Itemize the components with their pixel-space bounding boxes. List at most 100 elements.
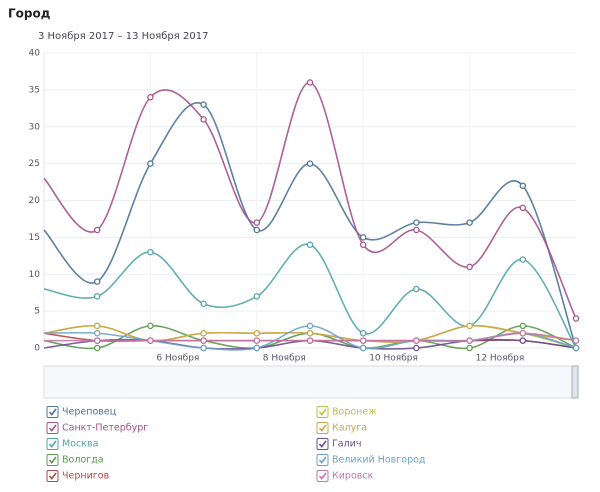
data-point: [306, 79, 314, 86]
data-point: [306, 322, 314, 330]
data-point: [253, 344, 261, 352]
data-point: [93, 226, 101, 234]
y-tick-label: 35: [29, 85, 40, 95]
data-point: [93, 293, 101, 300]
data-point: [306, 329, 314, 337]
y-tick-label: 10: [29, 270, 41, 280]
data-point: [519, 182, 527, 189]
data-point: [413, 285, 420, 293]
legend-item[interactable]: Калуга: [316, 422, 367, 434]
x-tick-label: 12 Ноября: [476, 354, 525, 364]
data-point: [200, 337, 207, 344]
legend-check: [318, 408, 327, 416]
x-tick-label: 8 Ноября: [263, 354, 306, 364]
data-point: [253, 337, 261, 344]
legend-item[interactable]: Череповец: [46, 406, 117, 418]
data-point: [253, 226, 261, 234]
legend-checkbox: [316, 470, 329, 482]
data-point: [200, 116, 207, 123]
legend-checkbox: [46, 406, 59, 418]
data-point: [359, 329, 367, 337]
y-tick-label: 20: [29, 196, 41, 206]
legend-check: [48, 472, 57, 480]
legend-item[interactable]: Галич: [316, 438, 361, 450]
data-point: [147, 322, 154, 330]
data-point: [253, 293, 261, 300]
data-point: [519, 204, 527, 212]
data-point: [466, 263, 473, 271]
data-point: [306, 241, 314, 248]
y-tick-label: 40: [29, 49, 41, 59]
chart-subtitle: 3 Ноября 2017 – 13 Ноября 2017: [38, 31, 208, 42]
data-point: [93, 322, 101, 330]
data-point: [359, 337, 367, 344]
legend-check: [48, 408, 57, 416]
chart-title: Город: [8, 7, 51, 21]
data-point: [147, 94, 154, 101]
data-point: [93, 278, 101, 285]
data-point: [466, 337, 473, 344]
data-point: [466, 219, 473, 226]
data-point: [253, 329, 261, 337]
legend-checkbox: [316, 454, 329, 466]
data-point: [572, 315, 580, 322]
legend-check: [318, 440, 327, 448]
data-point: [93, 337, 101, 344]
data-point: [147, 248, 154, 256]
legend-check: [318, 472, 327, 480]
legend-item[interactable]: Кировск: [316, 470, 374, 482]
data-point: [306, 337, 314, 344]
data-point: [572, 344, 580, 352]
legend-label: Кировск: [332, 471, 374, 482]
y-tick-label: 0: [34, 344, 40, 354]
legend-label: Москва: [62, 439, 98, 450]
data-point: [572, 337, 580, 344]
data-point: [519, 256, 527, 263]
data-point: [466, 322, 473, 330]
y-tick-label: 25: [29, 159, 40, 169]
legend-item[interactable]: Воронеж: [316, 406, 377, 418]
legend-item[interactable]: Чернигов: [46, 470, 110, 482]
legend-check: [318, 424, 327, 432]
legend-checkbox: [316, 406, 329, 418]
data-point: [413, 344, 420, 352]
legend-checkbox: [46, 438, 59, 450]
legend-check: [48, 440, 57, 448]
data-point: [306, 160, 314, 167]
legend-label: Череповец: [62, 407, 117, 418]
data-point: [519, 337, 527, 344]
legend-item[interactable]: Великий Новгород: [316, 454, 426, 466]
legend-item[interactable]: Вологда: [46, 454, 104, 466]
legend-label: Вологда: [62, 455, 104, 466]
data-point: [413, 219, 420, 226]
data-point: [413, 337, 420, 344]
data-point: [93, 329, 101, 337]
data-point: [200, 329, 207, 337]
legend-checkbox: [46, 454, 59, 466]
legend-check: [48, 424, 57, 432]
y-tick-label: 30: [29, 122, 41, 132]
legend-checkbox: [316, 438, 329, 450]
legend-item[interactable]: Санкт-Петербург: [46, 422, 148, 434]
legend-item[interactable]: Москва: [46, 438, 98, 450]
legend-label: Калуга: [332, 423, 367, 434]
data-point: [359, 234, 367, 241]
navigator[interactable]: [43, 365, 579, 399]
data-point: [147, 337, 154, 344]
x-tick-label: 6 Ноября: [156, 354, 199, 364]
navigator-handle[interactable]: [571, 365, 579, 399]
data-point: [413, 226, 420, 234]
data-point: [359, 344, 367, 352]
legend-checkbox: [316, 422, 329, 434]
data-point: [200, 300, 207, 307]
data-point: [519, 329, 527, 337]
legend-checkbox: [46, 422, 59, 434]
data-point: [200, 101, 207, 108]
x-tick-label: 10 Ноября: [369, 354, 418, 364]
data-point: [253, 219, 261, 226]
data-point: [147, 160, 154, 167]
legend-check: [318, 456, 327, 464]
y-tick-label: 15: [29, 233, 40, 243]
legend-label: Чернигов: [62, 471, 110, 482]
data-point: [359, 241, 367, 248]
